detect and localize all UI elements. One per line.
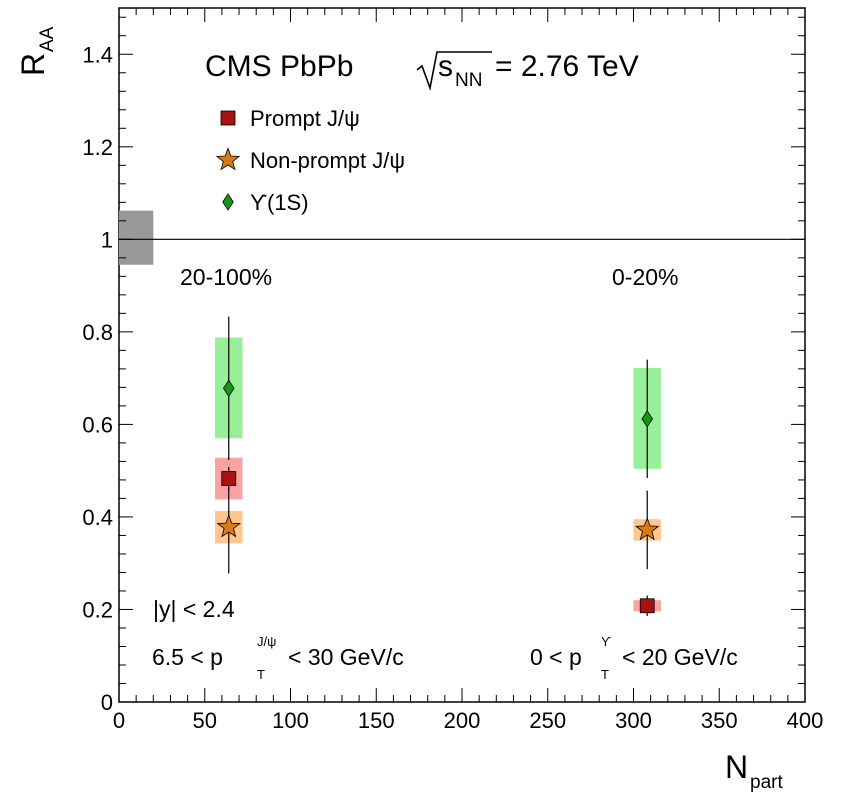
x-axis-title: N <box>725 749 748 785</box>
legend-marker-upsilon-1s <box>222 193 234 211</box>
x-tick-label: 0 <box>113 708 125 733</box>
pt-jpsi-sub: T <box>257 667 265 682</box>
pt-ups-right: < 20 GeV/c <box>622 644 738 670</box>
legend-marker-prompt-jpsi <box>220 110 236 126</box>
legend-label-nonprompt-jpsi: Non-prompt J/ψ <box>250 148 405 173</box>
centrality-right-label: 0-20% <box>612 264 678 290</box>
legend-marker-nonprompt-jpsi <box>215 147 241 171</box>
legend: Prompt J/ψ Non-prompt J/ψ ϒ(1S) <box>215 106 405 215</box>
y-tick-label: 1.4 <box>82 42 113 67</box>
rapidity-label: |y| < 2.4 <box>153 596 235 622</box>
y-tick-label: 0.6 <box>82 412 113 437</box>
x-tick-label: 300 <box>615 708 652 733</box>
pt-ups-left: 0 < p <box>530 644 582 670</box>
sqrt-symbol <box>416 51 492 91</box>
nonprompt-jpsi-point <box>635 517 660 541</box>
prompt-jpsi-point <box>221 471 237 486</box>
centrality-left-label: 20-100% <box>180 264 272 290</box>
systematic-boxes <box>215 337 661 612</box>
y-axis-title-sub: AA <box>37 26 58 52</box>
x-tick-label: 200 <box>444 708 481 733</box>
y-tick-label: 0.8 <box>82 320 113 345</box>
nonprompt-jpsi-point <box>216 514 241 538</box>
y-tick-label: 0.4 <box>82 505 113 530</box>
pt-jpsi-right: < 30 GeV/c <box>288 644 404 670</box>
title-energy-symbol: s <box>438 50 453 83</box>
x-tick-label: 100 <box>272 708 309 733</box>
x-tick-label: 400 <box>787 708 824 733</box>
data-markers <box>216 379 660 614</box>
y-tick-label: 0.2 <box>82 597 113 622</box>
x-tick-label: 250 <box>529 708 566 733</box>
global-uncertainty-box <box>119 210 154 265</box>
title-energy-value: = 2.76 TeV <box>495 50 639 83</box>
prompt-jpsi-point <box>639 598 655 614</box>
pt-ups-sup: ϒ <box>601 634 611 649</box>
pt-jpsi-sup: J/ψ <box>257 634 276 649</box>
title-energy-subscript: NN <box>455 70 482 91</box>
legend-label-upsilon-1s: ϒ(1S) <box>250 190 309 215</box>
x-tick-label: 350 <box>701 708 738 733</box>
x-axis-title-sub: part <box>750 772 783 792</box>
y-tick-label: 0 <box>101 690 113 715</box>
axis-ticks <box>118 8 806 703</box>
legend-label-prompt-jpsi: Prompt J/ψ <box>250 106 360 131</box>
upsilon-1s-point <box>641 410 653 428</box>
upsilon-1s-point <box>223 379 235 398</box>
chart-title: CMS PbPb <box>205 50 353 83</box>
y-tick-label: 1 <box>101 227 113 252</box>
error-bars <box>228 316 648 616</box>
global-uncertainty-layer <box>119 210 154 265</box>
pt-ups-sub: T <box>601 667 609 682</box>
tick-labels: 0 50 100 150 200 250 300 350 400 0 0.2 0.4 0.6 0.8 1 1.… <box>82 42 823 733</box>
y-axis-title: R <box>15 53 51 76</box>
x-tick-label: 50 <box>193 708 217 733</box>
x-tick-label: 150 <box>358 708 395 733</box>
pt-jpsi-left: 6.5 < p <box>152 644 223 670</box>
y-tick-label: 1.2 <box>82 135 113 160</box>
